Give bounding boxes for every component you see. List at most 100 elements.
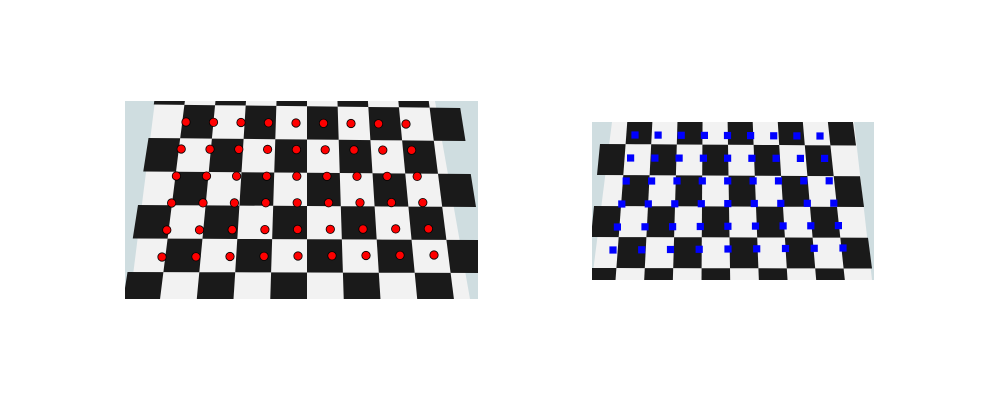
checker-square — [143, 138, 181, 172]
checker-square — [597, 144, 626, 176]
corner-marker — [260, 225, 270, 235]
corner-marker — [793, 132, 801, 140]
checker-square — [827, 122, 856, 146]
corner-marker — [157, 252, 167, 262]
corner-marker — [830, 199, 838, 207]
right-photo — [592, 122, 874, 280]
left-checker-squares — [125, 101, 478, 299]
checker-square — [592, 206, 621, 238]
checker-square — [274, 139, 307, 173]
corner-marker — [648, 177, 656, 185]
checker-square — [402, 140, 438, 174]
corner-marker — [839, 244, 847, 252]
checker-square — [833, 176, 864, 207]
corner-marker — [749, 177, 757, 185]
corner-marker — [423, 224, 433, 234]
corner-marker — [803, 199, 811, 207]
corner-marker — [723, 131, 732, 140]
checker-square — [815, 268, 845, 280]
corner-marker — [386, 198, 396, 208]
corner-marker — [406, 145, 417, 155]
checker-square — [398, 101, 430, 108]
corner-marker — [205, 144, 215, 154]
checker-square — [702, 144, 729, 176]
corner-marker — [796, 154, 804, 162]
checker-square — [208, 138, 244, 173]
checker-square — [340, 206, 377, 240]
checker-square — [676, 122, 703, 145]
corner-marker — [259, 251, 269, 261]
corner-marker — [677, 131, 685, 139]
corner-marker — [627, 154, 635, 162]
corner-marker — [167, 198, 177, 208]
checker-square — [616, 237, 647, 269]
corner-marker — [750, 199, 758, 208]
corner-marker — [724, 177, 732, 185]
corner-marker — [323, 198, 334, 208]
checker-square — [163, 238, 203, 273]
corner-marker — [622, 177, 630, 185]
checker-square — [196, 272, 236, 299]
corner-marker — [198, 198, 208, 208]
corner-marker — [401, 119, 411, 129]
corner-marker — [291, 118, 301, 128]
corner-marker — [800, 177, 808, 185]
corner-marker — [322, 171, 332, 181]
checker-square — [372, 173, 409, 207]
checker-square — [701, 206, 730, 238]
corner-marker — [293, 251, 303, 261]
corner-marker — [327, 251, 337, 261]
corner-marker — [176, 144, 186, 154]
corner-marker — [358, 224, 368, 234]
corner-marker — [654, 131, 662, 139]
checker-square — [342, 272, 381, 299]
corner-marker — [378, 145, 388, 155]
corner-marker — [262, 171, 272, 181]
checker-square — [625, 122, 653, 145]
corner-marker — [807, 222, 815, 230]
corner-marker — [429, 250, 439, 260]
corner-marker — [320, 145, 330, 155]
checker-square — [368, 106, 403, 141]
checker-square — [729, 237, 759, 269]
checker-square — [338, 139, 373, 174]
checker-square — [673, 237, 702, 269]
checker-square — [429, 107, 466, 141]
corner-marker — [697, 200, 705, 208]
corner-marker — [263, 118, 274, 128]
corner-marker — [698, 177, 706, 185]
corner-marker — [781, 244, 790, 253]
corner-marker — [201, 171, 212, 181]
checker-square — [337, 101, 369, 107]
right-checker-squares — [592, 122, 872, 280]
checker-square — [171, 171, 209, 206]
checker-square — [784, 237, 816, 269]
checker-square — [649, 144, 677, 176]
checker-square — [810, 206, 841, 238]
corner-marker — [609, 246, 617, 254]
checker-square — [272, 205, 307, 240]
checker-square — [307, 239, 343, 273]
checker-square — [758, 268, 788, 280]
corner-marker — [651, 154, 659, 162]
corner-marker — [208, 117, 219, 127]
corner-marker — [669, 223, 677, 231]
corner-marker — [747, 132, 755, 140]
corner-marker — [349, 145, 359, 155]
corner-marker — [181, 117, 191, 127]
corner-marker — [229, 198, 239, 208]
corner-marker — [675, 154, 683, 162]
corner-marker — [391, 224, 401, 234]
corner-marker — [834, 222, 842, 230]
checker-square — [307, 172, 341, 207]
corner-marker — [724, 200, 732, 208]
checker-square — [276, 101, 307, 107]
corner-marker — [816, 132, 824, 140]
corner-marker — [700, 131, 708, 139]
corner-marker — [753, 245, 761, 253]
checker-square — [728, 175, 756, 207]
corner-marker — [774, 177, 783, 185]
checker-square — [644, 268, 674, 280]
corner-marker — [821, 154, 829, 162]
